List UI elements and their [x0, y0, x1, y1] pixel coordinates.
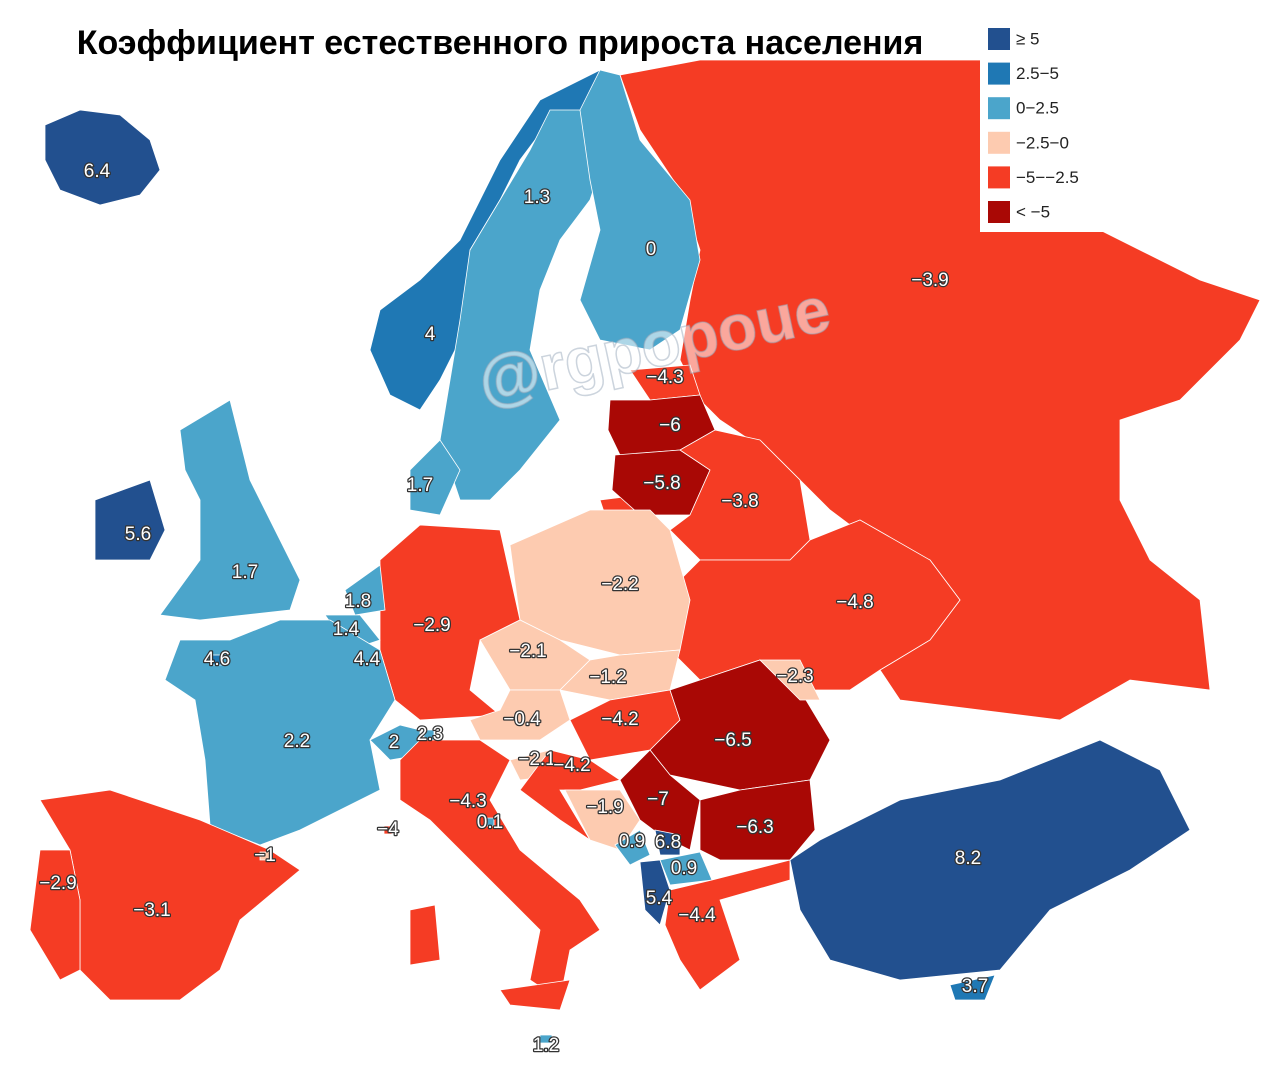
region: [344, 564, 386, 616]
region-label: −4.2: [601, 709, 639, 730]
region-label: 6.8: [655, 832, 681, 853]
labels: −3.9 6.4 4 1.3 0 −4.3 −6 −5.8 −3.8 −4.8 −2.2 −2.9 1.…: [38, 160, 989, 1058]
region: [44, 109, 161, 206]
region: [619, 749, 701, 851]
region-label: 0.1: [477, 812, 503, 833]
region: [579, 69, 701, 351]
region-label: 5.6: [125, 524, 151, 545]
legend-swatch: [988, 97, 1010, 120]
region: [789, 739, 1191, 981]
region: [519, 749, 621, 861]
legend-label: −5−−2.5: [1016, 168, 1079, 187]
region-label: 1.7: [407, 475, 433, 496]
region-label: 4.6: [204, 649, 230, 670]
region: [949, 974, 996, 1001]
region: [94, 479, 166, 561]
region-label: −4.2: [553, 755, 591, 776]
region: [759, 659, 821, 701]
region: [639, 859, 671, 926]
region-label: 5.4: [646, 888, 673, 909]
region-label: −2.9: [413, 615, 451, 636]
region-label: 2.3: [417, 724, 443, 745]
legend-swatch: [988, 131, 1010, 154]
region-label: −6: [659, 415, 681, 436]
region-label: 2.2: [284, 731, 310, 752]
region: [614, 829, 651, 866]
region-label: 2: [389, 732, 400, 753]
region-label: −1.2: [589, 667, 627, 688]
region: [409, 904, 441, 966]
region: [439, 109, 601, 501]
legend-box: [980, 24, 1120, 232]
region-label: 8.2: [955, 848, 981, 869]
region: [485, 817, 495, 827]
region-label: −6.3: [736, 817, 774, 838]
map-title: Коэффициент естественного прироста насел…: [77, 24, 924, 62]
region: [399, 739, 601, 1001]
region-label: −3.8: [721, 491, 759, 512]
regions: [29, 59, 1261, 1044]
region-label: −3.1: [133, 900, 171, 921]
region-label: 6.4: [84, 161, 111, 182]
region-label: −3.9: [911, 270, 949, 291]
region: [164, 619, 396, 846]
region-label: −4.8: [836, 592, 874, 613]
region-label: −4.4: [678, 905, 716, 926]
region-label: −4: [377, 819, 399, 840]
region-label: 0.9: [671, 858, 697, 879]
region-label: 0: [646, 239, 657, 260]
region: [409, 439, 461, 516]
region: [499, 979, 571, 1011]
region-label: −7: [647, 789, 669, 810]
region: [664, 859, 791, 991]
region-label: −1: [254, 845, 276, 866]
region-label: 0.9: [619, 831, 645, 852]
region-label: 1.3: [524, 187, 550, 208]
region: [469, 689, 571, 741]
region-label: −2.1: [518, 749, 556, 770]
region-label: 3.7: [962, 976, 988, 997]
region: [669, 429, 811, 561]
region-label: −4.3: [449, 791, 487, 812]
region: [383, 825, 393, 835]
legend-swatch: [988, 28, 1010, 50]
legend-label: −2.5−0: [1016, 133, 1069, 152]
region-label: 1.7: [232, 562, 258, 583]
region: [564, 789, 641, 851]
legend-swatch: [988, 201, 1010, 223]
legend-swatch: [988, 62, 1010, 85]
region-label: −5.8: [643, 473, 681, 494]
legend-label: < −5: [1016, 202, 1050, 221]
region-label: 1.2: [533, 1035, 559, 1056]
region-label: −2.9: [39, 873, 77, 894]
region: [259, 851, 271, 861]
legend-label: ≥ 5: [1016, 29, 1040, 48]
region: [423, 729, 435, 741]
region: [159, 399, 301, 621]
region: [211, 654, 223, 666]
legend-swatch: [988, 166, 1010, 189]
region-label: 1.4: [333, 619, 360, 640]
region: [29, 849, 81, 981]
legend-label: 2.5−5: [1016, 64, 1059, 83]
region-label: −1.9: [586, 797, 624, 818]
region-label: 1.8: [345, 591, 371, 612]
region-label: −4.3: [646, 367, 684, 388]
region-label: −6.5: [714, 730, 752, 751]
region-label: 4: [425, 324, 436, 345]
legend-label: 0−2.5: [1016, 99, 1059, 118]
region-label: −2.1: [509, 641, 547, 662]
region: [539, 1034, 553, 1044]
region-label: 4.4: [354, 649, 381, 670]
region: [654, 829, 681, 856]
region-label: −2.2: [601, 574, 639, 595]
region-label: −2.3: [776, 666, 814, 687]
region-label: −0.4: [503, 709, 541, 730]
region: [699, 779, 816, 861]
